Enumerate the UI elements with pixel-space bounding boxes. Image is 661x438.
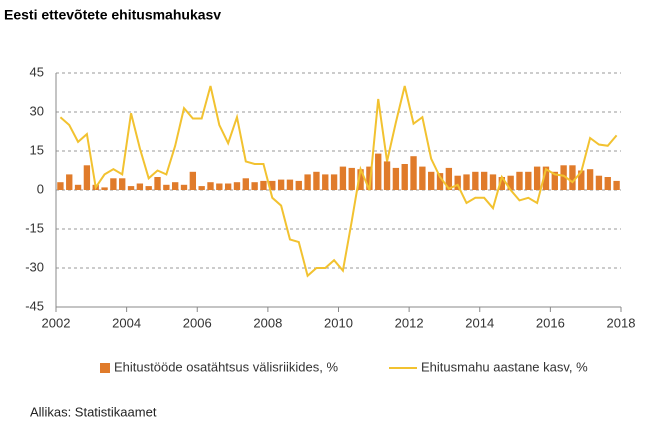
y-tick-label: 30 xyxy=(30,103,44,118)
chart-title: Eesti ettevõtete ehitusmahukasv xyxy=(4,7,221,23)
bar xyxy=(101,187,108,190)
bar xyxy=(57,182,64,190)
x-tick-label: 2012 xyxy=(395,315,424,330)
bar xyxy=(251,182,258,190)
bar xyxy=(551,171,558,190)
bar xyxy=(498,177,505,190)
x-tick-label: 2018 xyxy=(607,315,636,330)
bar xyxy=(604,177,611,190)
x-tick-label: 2016 xyxy=(536,315,565,330)
y-tick-label: -45 xyxy=(25,298,44,313)
bar xyxy=(480,171,488,190)
bar xyxy=(419,166,426,190)
source: Allikas: Statistikaamet xyxy=(30,404,157,419)
bar xyxy=(136,183,144,190)
bar xyxy=(269,180,276,190)
y-tick-label: 15 xyxy=(30,142,44,157)
bar xyxy=(472,171,479,190)
bar xyxy=(516,171,523,190)
bar xyxy=(74,184,82,190)
bar xyxy=(357,169,364,190)
x-tick-label: 2008 xyxy=(253,315,282,330)
bar xyxy=(198,186,205,190)
bar xyxy=(295,180,302,190)
bar xyxy=(533,166,541,190)
bar xyxy=(436,173,444,190)
bar xyxy=(207,182,214,190)
bar xyxy=(304,174,311,190)
bar xyxy=(145,186,152,190)
bar xyxy=(180,184,188,190)
bar xyxy=(163,184,170,190)
legend-swatch xyxy=(100,363,110,373)
bar xyxy=(428,171,435,190)
bar xyxy=(119,178,126,190)
bar xyxy=(463,174,470,190)
bar xyxy=(242,178,249,190)
y-tick-label: -30 xyxy=(25,259,44,274)
y-tick-label: -15 xyxy=(25,220,44,235)
bar xyxy=(507,175,514,190)
bar xyxy=(445,167,453,190)
bar xyxy=(542,166,550,190)
x-tick-label: 2002 xyxy=(42,315,71,330)
x-tick-label: 2014 xyxy=(465,315,494,330)
bar xyxy=(172,182,179,190)
bar xyxy=(410,156,417,190)
bar xyxy=(66,174,73,190)
bar xyxy=(392,167,400,190)
bar xyxy=(375,153,382,190)
bar xyxy=(189,171,197,190)
bar xyxy=(595,175,603,190)
bar xyxy=(110,178,117,190)
line xyxy=(59,85,618,278)
bar xyxy=(560,165,567,190)
x-tick-label: 2010 xyxy=(324,315,353,330)
bar xyxy=(586,169,594,190)
bar xyxy=(233,182,241,190)
bar xyxy=(525,171,532,190)
bar xyxy=(366,166,373,190)
x-tick-label: 2004 xyxy=(112,315,141,330)
bar xyxy=(454,175,461,190)
bar xyxy=(339,166,347,190)
bar xyxy=(383,161,391,190)
bar xyxy=(330,174,338,190)
legend-label: Ehitusmahu aastane kasv, % xyxy=(421,359,588,374)
bar xyxy=(578,170,585,190)
bar xyxy=(286,179,294,190)
legend-label: Ehitustööde osatähtsus välisriikides, % xyxy=(114,359,338,374)
bar xyxy=(401,164,408,190)
y-tick-label: 45 xyxy=(30,64,44,79)
bar xyxy=(83,165,91,190)
y-tick-label: 0 xyxy=(37,181,44,196)
bar xyxy=(127,186,135,190)
bar xyxy=(613,180,620,190)
bar xyxy=(313,171,320,190)
x-tick-label: 2006 xyxy=(183,315,212,330)
bar xyxy=(569,165,576,190)
bar xyxy=(489,174,497,190)
bar xyxy=(322,174,329,190)
bar xyxy=(277,179,285,190)
bar xyxy=(216,183,223,190)
bar xyxy=(154,177,161,190)
bar xyxy=(224,183,232,190)
bar xyxy=(348,167,355,190)
bar xyxy=(260,180,267,190)
